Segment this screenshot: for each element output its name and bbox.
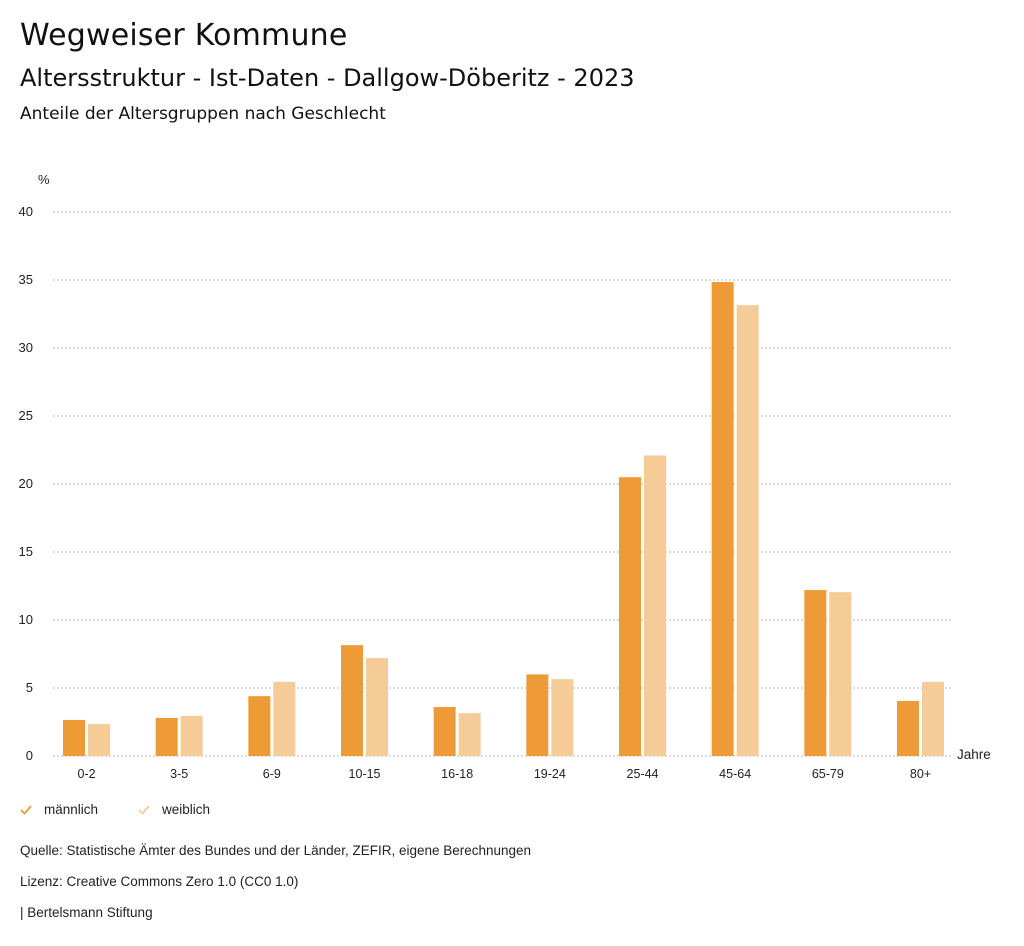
x-tick-label: 16-18 xyxy=(441,767,473,781)
x-axis-unit-label: Jahre xyxy=(957,747,991,762)
legend: männlich weiblich xyxy=(20,802,256,817)
chart-description: Anteile der Altersgruppen nach Geschlech… xyxy=(20,104,386,124)
x-tick-label: 80+ xyxy=(910,767,931,781)
gridlines xyxy=(53,211,952,757)
bar-maennlich-3-5[interactable]: männlich 3-5: 2.8 % xyxy=(155,717,178,756)
bar-maennlich-45-64[interactable]: männlich 45-64: 34.85 % xyxy=(711,282,734,756)
y-tick-label: 25 xyxy=(19,408,33,423)
y-tick-label: 35 xyxy=(19,272,33,287)
bar-maennlich-19-24[interactable]: männlich 19-24: 6 % xyxy=(526,674,549,756)
source-note: Quelle: Statistische Ämter des Bundes un… xyxy=(20,843,532,858)
y-tick-label: 10 xyxy=(19,612,33,627)
bar-weiblich-0-2[interactable]: weiblich 0-2: 2.35 % xyxy=(88,724,110,756)
y-tick-label: 0 xyxy=(26,748,33,763)
chart-subtitle: Altersstruktur - Ist-Daten - Dallgow-Döb… xyxy=(20,64,635,92)
x-tick-label: 45-64 xyxy=(719,767,751,781)
x-tick-label: 0-2 xyxy=(77,767,95,781)
page-title: Wegweiser Kommune xyxy=(20,18,348,53)
bars: männlich 0-2: 2.65 %weiblich 0-2: 2.35 %… xyxy=(63,282,944,756)
y-tick-label: 20 xyxy=(19,476,33,491)
y-tick-label: 40 xyxy=(19,204,33,219)
bar-maennlich-65-79[interactable]: männlich 65-79: 12.2 % xyxy=(804,590,827,756)
bar-weiblich-45-64[interactable]: weiblich 45-64: 33.15 % xyxy=(736,305,759,756)
x-tick-label: 3-5 xyxy=(170,767,188,781)
x-axis-ticks: 0-2 3-5 6-9 10-15 16-18 19-24 25-44 45-64 65-79 8… xyxy=(77,767,931,781)
bar-maennlich-0-2[interactable]: männlich 0-2: 2.65 % xyxy=(63,719,85,756)
license-note: Lizenz: Creative Commons Zero 1.0 (CC0 1… xyxy=(20,874,299,889)
bar-weiblich-3-5[interactable]: weiblich 3-5: 2.95 % xyxy=(180,715,203,756)
bar-weiblich-6-9[interactable]: weiblich 6-9: 5.45 % xyxy=(273,681,296,756)
legend-label: männlich xyxy=(44,802,99,817)
y-tick-label: 30 xyxy=(19,340,33,355)
x-tick-label: 10-15 xyxy=(349,767,381,781)
x-tick-label: 19-24 xyxy=(534,767,566,781)
y-tick-label: 15 xyxy=(19,544,33,559)
bar-maennlich-10-15[interactable]: männlich 10-15: 8.15 % xyxy=(341,645,363,756)
check-icon xyxy=(20,805,32,814)
bar-weiblich-19-24[interactable]: weiblich 19-24: 5.65 % xyxy=(551,679,574,756)
legend-label: weiblich xyxy=(162,802,211,817)
y-axis-unit-label: % xyxy=(38,172,50,187)
publisher-note: | Bertelsmann Stiftung xyxy=(20,905,153,920)
bar-maennlich-80+[interactable]: männlich 80+: 4.05 % xyxy=(897,700,919,756)
y-axis-ticks: 0 5 10 15 20 25 30 35 40 xyxy=(19,204,33,763)
bar-weiblich-16-18[interactable]: weiblich 16-18: 3.15 % xyxy=(458,713,481,756)
bar-maennlich-6-9[interactable]: männlich 6-9: 4.4 % xyxy=(248,696,271,756)
bar-weiblich-65-79[interactable]: weiblich 65-79: 12.05 % xyxy=(829,592,852,756)
legend-item-weiblich[interactable]: weiblich xyxy=(138,802,256,817)
check-icon xyxy=(138,805,150,814)
bar-weiblich-80+[interactable]: weiblich 80+: 5.45 % xyxy=(922,681,944,756)
bar-weiblich-25-44[interactable]: weiblich 25-44: 22.1 % xyxy=(644,455,666,756)
bar-weiblich-10-15[interactable]: weiblich 10-15: 7.2 % xyxy=(366,658,388,756)
bar-maennlich-16-18[interactable]: männlich 16-18: 3.6 % xyxy=(433,707,456,756)
x-tick-label: 25-44 xyxy=(627,767,659,781)
y-tick-label: 5 xyxy=(26,680,33,695)
x-tick-label: 6-9 xyxy=(263,767,281,781)
legend-item-maennlich[interactable]: männlich xyxy=(20,802,138,817)
x-tick-label: 65-79 xyxy=(812,767,844,781)
bar-maennlich-25-44[interactable]: männlich 25-44: 20.5 % xyxy=(619,477,641,756)
